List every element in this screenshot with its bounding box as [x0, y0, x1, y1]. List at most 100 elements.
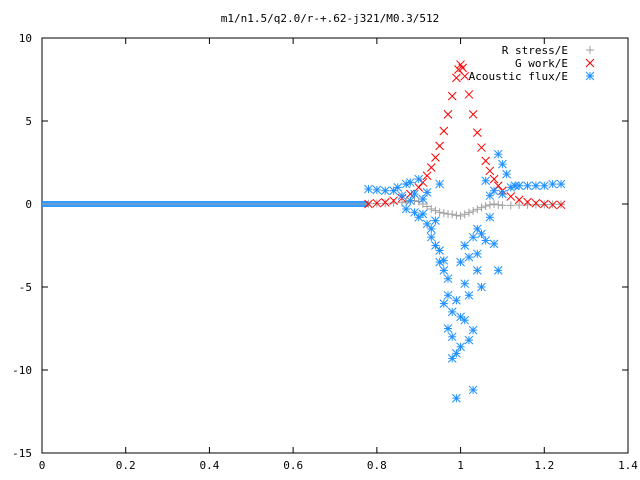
g-work-e-point — [447, 91, 457, 101]
acoustic-flux-e-point — [472, 266, 482, 275]
x-tick-label: 0.4 — [199, 459, 219, 472]
acoustic-flux-e-point — [364, 184, 373, 194]
x-tick-label: 0.6 — [283, 459, 303, 472]
r-stress-e-point — [481, 201, 490, 210]
r-stress-e-point — [515, 200, 524, 209]
r-stress-e-point — [464, 208, 473, 217]
acoustic-flux-e-point — [464, 252, 474, 262]
g-work-e-point — [539, 199, 549, 209]
acoustic-flux-e-point — [493, 149, 503, 159]
acoustic-flux-e-point — [439, 299, 449, 308]
g-work-e-point — [493, 181, 503, 191]
r-stress-e-point — [414, 197, 423, 206]
acoustic-flux-e-point — [498, 189, 507, 199]
r-stress-e-point — [477, 203, 486, 212]
acoustic-flux-e-point — [435, 179, 444, 189]
acoustic-flux-e-point — [452, 349, 461, 358]
r-stress-e-point — [460, 210, 469, 219]
acoustic-flux-e-point — [447, 332, 457, 342]
g-work-e-point — [364, 199, 373, 209]
acoustic-flux-e-point — [460, 279, 470, 289]
acoustic-flux-e-point — [477, 229, 486, 239]
y-tick-label: 5 — [25, 115, 32, 128]
acoustic-flux-e-point — [443, 274, 453, 284]
legend-label: Acoustic flux/E — [469, 70, 568, 83]
acoustic-flux-e-point — [460, 241, 470, 250]
r-stress-e-point — [452, 211, 461, 220]
acoustic-flux-e-point — [489, 239, 499, 249]
acoustic-flux-e-point — [405, 196, 415, 206]
g-work-e-point — [426, 163, 436, 172]
g-work-e-point — [489, 174, 499, 184]
x-tick-label: 1.2 — [534, 459, 554, 472]
r-stress-e-point — [381, 199, 390, 208]
acoustic-flux-e-point — [372, 185, 382, 195]
acoustic-flux-e-point — [493, 266, 503, 275]
acoustic-flux-e-point — [548, 179, 558, 189]
acoustic-flux-e-point — [464, 335, 474, 345]
y-tick-label: -5 — [19, 281, 32, 294]
legend-label: R stress/E — [502, 44, 568, 57]
g-work-e-point — [472, 128, 482, 137]
g-work-e-point — [405, 189, 415, 199]
acoustic-flux-e-point — [456, 312, 465, 322]
acoustic-flux-e-point — [456, 342, 465, 352]
acoustic-flux-e-point — [431, 216, 440, 225]
r-stress-e-point — [506, 201, 515, 210]
x-tick-label: 0 — [39, 459, 46, 472]
r-stress-e-point — [435, 208, 444, 217]
legend-label: G work/E — [515, 57, 568, 70]
acoustic-flux-e-point — [510, 181, 520, 191]
y-tick-label: -10 — [12, 364, 32, 377]
acoustic-flux-e-point — [447, 307, 457, 317]
acoustic-flux-e-point — [431, 241, 440, 250]
g-work-e-point — [556, 200, 566, 210]
acoustic-flux-e-point — [472, 249, 482, 259]
r-stress-e-point — [427, 204, 436, 213]
acoustic-flux-e-point — [422, 188, 432, 197]
acoustic-flux-e-point — [426, 232, 436, 242]
acoustic-flux-e-point — [452, 295, 461, 305]
acoustic-flux-e-point — [464, 290, 474, 300]
plot-frame — [41, 37, 629, 454]
acoustic-flux-e-point — [523, 181, 532, 191]
g-work-e-point — [431, 153, 440, 162]
chart-marks — [42, 60, 566, 403]
acoustic-flux-e-point — [531, 181, 541, 191]
r-stress-e-point — [448, 210, 457, 219]
g-work-e-point — [372, 198, 382, 208]
r-stress-e-point — [456, 211, 465, 220]
r-stress-e-point — [490, 200, 499, 208]
r-stress-e-point — [431, 206, 440, 215]
acoustic-flux-e-point — [405, 178, 415, 187]
r-stress-e-point — [531, 200, 540, 209]
g-work-e-point — [523, 197, 532, 207]
acoustic-flux-e-point — [539, 181, 549, 191]
acoustic-flux-e-point — [468, 385, 478, 395]
acoustic-flux-e-point — [460, 315, 470, 325]
acoustic-flux-e-point — [435, 246, 444, 255]
acoustic-flux-e-point — [443, 290, 453, 300]
legend-marker — [585, 58, 595, 68]
r-stress-e-point — [439, 209, 448, 218]
g-work-e-point — [422, 171, 432, 181]
g-work-e-point — [485, 166, 495, 176]
acoustic-flux-e-point — [498, 159, 507, 169]
g-work-e-point — [531, 198, 541, 208]
acoustic-flux-e-point — [426, 224, 436, 234]
g-work-e-point — [380, 197, 390, 207]
r-stress-e-point — [473, 205, 482, 214]
acoustic-flux-e-point — [481, 176, 491, 186]
acoustic-flux-e-point — [489, 186, 499, 196]
acoustic-flux-e-point — [485, 212, 495, 222]
chart-title: m1/n1.5/q2.0/r-+.62-j321/M0.3/512 — [221, 12, 440, 25]
x-tick-label: 1 — [457, 459, 464, 472]
acoustic-flux-e-point — [401, 204, 411, 214]
g-work-e-point — [481, 156, 491, 166]
g-work-e-point — [514, 195, 524, 205]
acoustic-flux-e-point — [502, 169, 511, 179]
x-tick-label: 0.8 — [367, 459, 387, 472]
acoustic-flux-e-point — [439, 266, 449, 275]
g-work-e-point — [439, 126, 449, 136]
